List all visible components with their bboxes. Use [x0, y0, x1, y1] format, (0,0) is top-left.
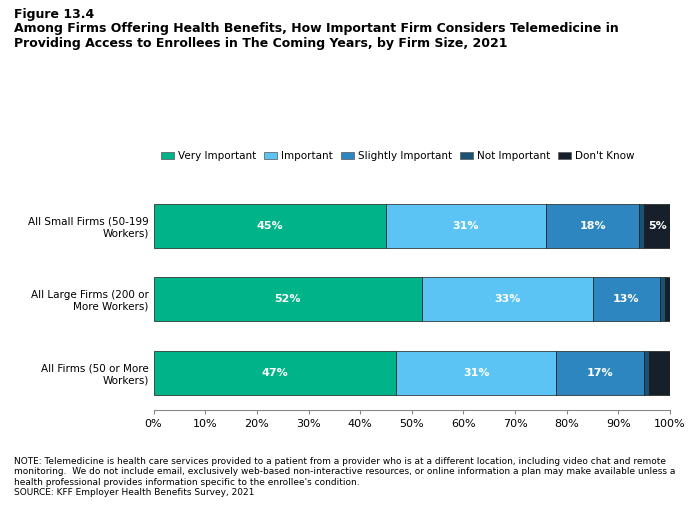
- Bar: [422, 277, 593, 321]
- Bar: [154, 351, 396, 395]
- Legend: Very Important, Important, Slightly Important, Not Important, Don't Know: Very Important, Important, Slightly Impo…: [157, 147, 639, 165]
- Bar: [639, 204, 644, 248]
- Text: NOTE: Telemedicine is health care services provided to a patient from a provider: NOTE: Telemedicine is health care servic…: [14, 457, 676, 497]
- Text: Figure 13.4: Figure 13.4: [14, 8, 94, 21]
- Bar: [154, 277, 422, 321]
- Bar: [396, 351, 556, 395]
- Text: 52%: 52%: [274, 294, 301, 304]
- Text: 18%: 18%: [579, 220, 606, 231]
- Text: Providing Access to Enrollees in The Coming Years, by Firm Size, 2021: Providing Access to Enrollees in The Com…: [14, 37, 507, 50]
- Text: 47%: 47%: [262, 368, 288, 378]
- Text: 31%: 31%: [463, 368, 489, 378]
- Text: 31%: 31%: [453, 220, 480, 231]
- Text: 17%: 17%: [587, 368, 614, 378]
- Text: 5%: 5%: [648, 220, 667, 231]
- Bar: [644, 351, 649, 395]
- Bar: [665, 277, 670, 321]
- Bar: [386, 204, 546, 248]
- Bar: [546, 204, 639, 248]
- Bar: [660, 277, 665, 321]
- Bar: [154, 204, 386, 248]
- Bar: [593, 277, 660, 321]
- Text: 13%: 13%: [613, 294, 639, 304]
- Bar: [556, 351, 644, 395]
- Bar: [649, 351, 670, 395]
- Bar: [644, 204, 670, 248]
- Text: Among Firms Offering Health Benefits, How Important Firm Considers Telemedicine : Among Firms Offering Health Benefits, Ho…: [14, 22, 618, 35]
- Text: 33%: 33%: [494, 294, 521, 304]
- Text: 45%: 45%: [256, 220, 283, 231]
